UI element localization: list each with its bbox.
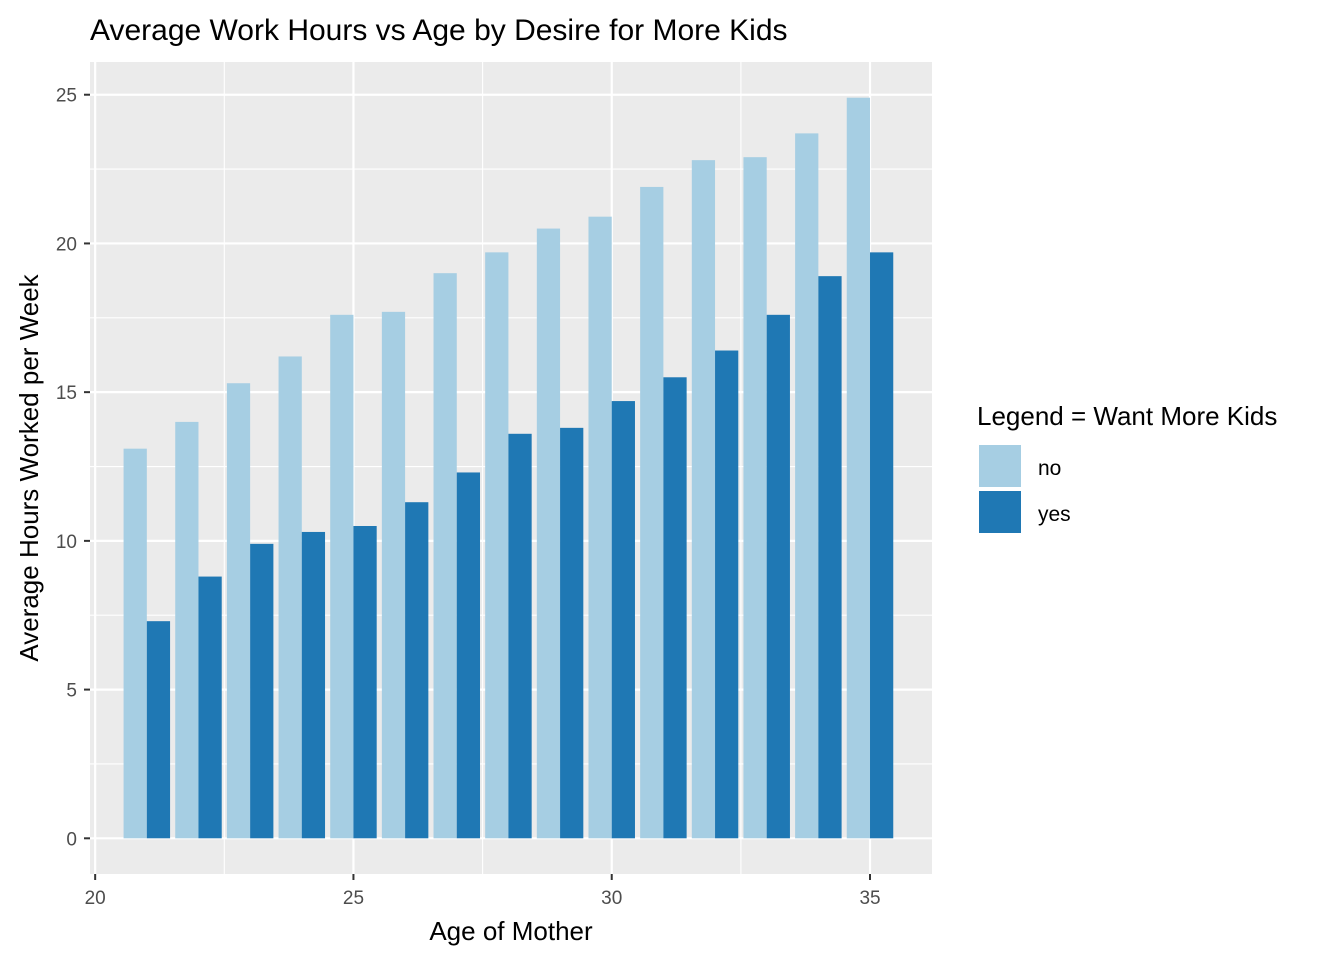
chart-title: Average Work Hours vs Age by Desire for … (90, 14, 788, 47)
bar-yes-26 (405, 502, 429, 839)
y-tick-label: 0 (66, 829, 77, 850)
y-axis-title: Average Hours Worked per Week (14, 273, 44, 661)
bar-no-31 (640, 186, 664, 839)
bar-no-34 (795, 133, 819, 839)
bar-no-35 (846, 97, 871, 839)
bar-no-22 (175, 421, 199, 839)
y-tick-labels: 0 5 10 15 20 25 (56, 86, 77, 851)
bar-no-23 (226, 383, 251, 839)
bar-no-32 (691, 160, 716, 839)
bar-yes-30 (611, 401, 635, 839)
bar-no-25 (330, 314, 354, 839)
bar-yes-35 (870, 252, 894, 839)
bar-yes-24 (301, 531, 326, 839)
y-tick-label: 20 (56, 234, 77, 255)
bar-yes-34 (818, 276, 842, 839)
legend: Legend = Want More Kids no yes (977, 401, 1277, 535)
bar-yes-21 (146, 621, 171, 839)
legend-swatch-yes (979, 491, 1021, 533)
y-tick-label: 5 (66, 681, 77, 702)
bar-yes-25 (353, 526, 377, 839)
bar-no-33 (743, 157, 767, 839)
bar-no-28 (485, 252, 509, 839)
bar-yes-27 (456, 472, 481, 839)
bar-no-29 (536, 228, 561, 839)
legend-swatch-no (979, 445, 1021, 487)
bar-yes-31 (663, 377, 687, 839)
axis-ticks (84, 93, 872, 880)
y-tick-label: 25 (56, 86, 77, 107)
y-tick-label: 15 (56, 383, 77, 404)
bar-yes-32 (715, 350, 739, 839)
x-tick-label: 30 (601, 888, 622, 909)
bar-no-26 (381, 311, 406, 839)
x-tick-label: 35 (859, 888, 880, 909)
bar-yes-28 (508, 433, 532, 839)
bar-no-21 (123, 448, 147, 839)
x-axis-title: Age of Mother (429, 916, 593, 946)
legend-title: Legend = Want More Kids (977, 401, 1277, 431)
legend-label-no: no (1038, 457, 1061, 480)
bar-no-24 (278, 356, 302, 839)
bar-no-30 (588, 216, 612, 839)
x-tick-labels: 20 25 30 35 (85, 888, 881, 909)
bar-yes-33 (766, 314, 790, 839)
bar-no-27 (433, 273, 457, 839)
x-tick-label: 25 (343, 888, 364, 909)
bars (123, 97, 894, 839)
bar-yes-29 (560, 427, 584, 839)
x-tick-label: 20 (85, 888, 106, 909)
y-tick-label: 10 (56, 532, 77, 553)
bar-yes-22 (198, 576, 222, 839)
legend-label-yes: yes (1038, 503, 1071, 526)
bar-yes-23 (250, 543, 274, 839)
